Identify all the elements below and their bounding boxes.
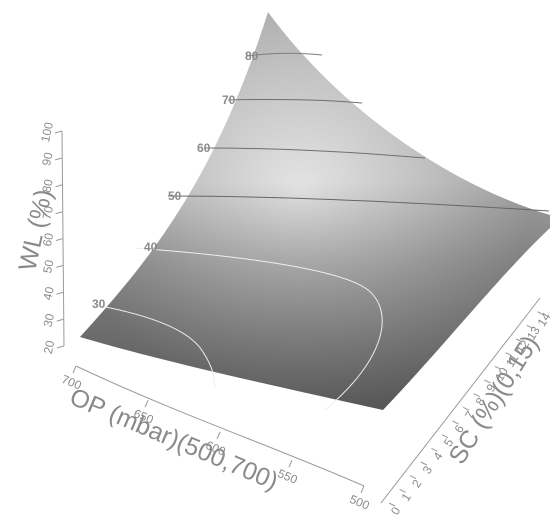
x-axis-line: [75, 365, 365, 487]
contour-label-50: 50: [168, 189, 182, 203]
z-tick-mark: [56, 264, 64, 268]
x-tick-mark: [216, 431, 221, 440]
y-tick-label: 0: [388, 504, 404, 517]
contour-line-40: [134, 247, 383, 411]
y-tick-mark: [462, 406, 470, 411]
x-tick-mark: [288, 460, 293, 468]
z-axis-ticks: 20 30 40 50 60 70 80 90 100: [38, 121, 65, 355]
z-tick-mark: [55, 184, 63, 188]
y-tick-label: 4: [430, 449, 446, 462]
z-tick-mark: [56, 345, 65, 349]
y-tick-mark: [431, 447, 438, 452]
contour-line-30: [94, 304, 216, 389]
contour-line-80: [245, 52, 323, 57]
y-tick-label: 3: [420, 463, 436, 476]
z-tick-mark: [55, 238, 64, 241]
surface-shading: [80, 12, 550, 410]
z-tick-mark: [56, 291, 64, 295]
z-tick-label: 50: [40, 258, 57, 274]
contour-label-80: 80: [245, 49, 259, 63]
y-tick-mark: [473, 393, 481, 398]
z-axis-title: WL (%): [13, 187, 58, 273]
z-tick-label: 60: [40, 231, 57, 247]
z-tick-label: 30: [41, 312, 58, 328]
x-tick-label: 500: [348, 492, 372, 513]
y-axis-line: [380, 297, 541, 504]
y-tick-mark: [537, 311, 544, 316]
z-tick-label: 80: [39, 178, 56, 194]
x-tick-mark: [72, 365, 77, 374]
z-tick-mark: [55, 157, 63, 161]
contour-label-70: 70: [222, 93, 236, 107]
contour-line-60: [204, 147, 426, 159]
z-tick-mark: [56, 318, 64, 322]
y-tick-mark: [399, 488, 406, 493]
y-tick-mark: [526, 324, 534, 329]
x-tick-mark: [144, 400, 149, 408]
z-tick-label: 100: [38, 121, 56, 144]
contour-label-60: 60: [197, 141, 211, 155]
z-tick-label: 90: [39, 151, 56, 167]
x-tick-mark: [360, 485, 365, 494]
z-tick-label: 20: [41, 339, 58, 355]
contour-line-70: [227, 98, 363, 104]
y-axis-title: SC (%)(0,15): [443, 331, 544, 470]
y-tick-mark: [441, 434, 449, 439]
z-tick-mark: [55, 211, 63, 215]
contour-label-40: 40: [144, 240, 158, 254]
contour-line-50: [167, 195, 550, 212]
y-tick-mark: [494, 365, 502, 370]
y-tick-mark: [484, 379, 491, 384]
contour-label-30: 30: [92, 297, 106, 311]
y-tick-mark: [388, 502, 396, 507]
y-tick-label: 2: [409, 477, 425, 490]
z-tick-label: 70: [40, 204, 57, 220]
y-tick-mark: [515, 338, 523, 343]
y-tick-label: 14: [535, 310, 550, 329]
y-tick-mark: [505, 352, 512, 357]
y-tick-mark: [409, 475, 417, 480]
y-tick-label: 1: [398, 490, 414, 503]
y-tick-mark: [452, 420, 459, 425]
y-tick-mark: [420, 461, 428, 466]
z-tick-label: 40: [40, 285, 57, 301]
z-tick-mark: [54, 130, 63, 134]
